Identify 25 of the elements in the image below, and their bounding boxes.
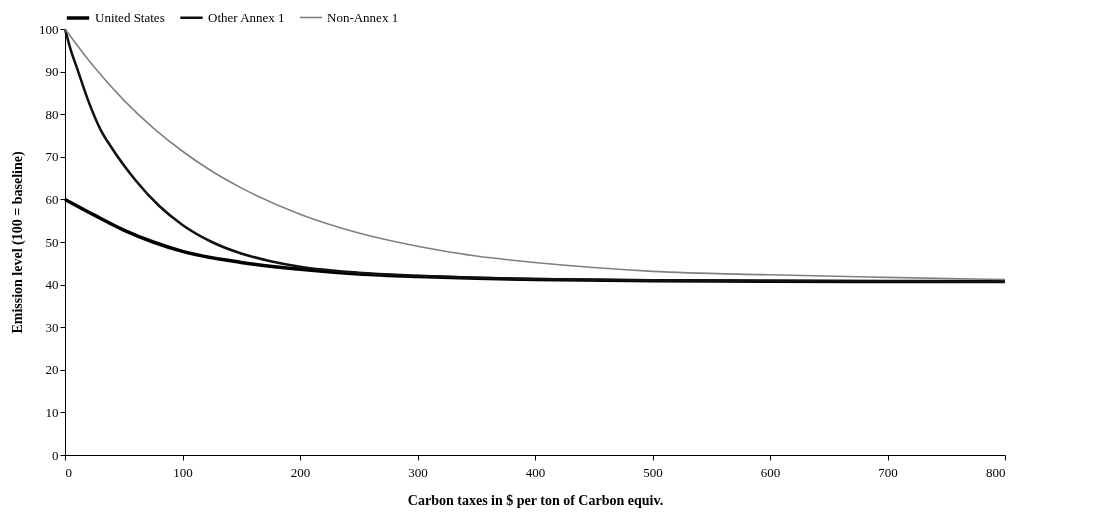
legend-label: United States bbox=[95, 10, 165, 25]
x-tick-label: 700 bbox=[878, 464, 898, 480]
x-tick-label: 100 bbox=[173, 464, 193, 480]
y-tick-label: 50 bbox=[45, 234, 59, 250]
x-tick-label: 400 bbox=[525, 464, 546, 480]
legend-label: Other Annex 1 bbox=[208, 9, 285, 25]
x-tick-label: 600 bbox=[760, 464, 781, 480]
y-axis-title: Emission level (100 = baseline) bbox=[10, 151, 26, 334]
x-axis-title: Carbon taxes in $ per ton of Carbon equiv. bbox=[407, 492, 664, 508]
y-tick-label: 0 bbox=[52, 447, 59, 463]
y-tick-label: 90 bbox=[45, 64, 59, 80]
y-tick-label: 10 bbox=[45, 404, 59, 420]
x-tick-label: 800 bbox=[986, 464, 1006, 480]
legend-label: Non-Annex 1 bbox=[327, 9, 399, 25]
x-tick-label: 200 bbox=[290, 464, 311, 480]
y-tick-label: 100 bbox=[39, 21, 59, 37]
x-tick-label: 300 bbox=[408, 464, 428, 480]
y-tick-label: 60 bbox=[45, 191, 59, 207]
y-tick-label: 30 bbox=[45, 319, 59, 335]
x-tick-label: 500 bbox=[643, 464, 663, 480]
x-tick-label: 0 bbox=[65, 464, 72, 480]
y-tick-label: 70 bbox=[45, 149, 59, 165]
y-tick-label: 80 bbox=[45, 106, 59, 122]
y-tick-label: 40 bbox=[45, 277, 59, 293]
y-tick-label: 20 bbox=[45, 362, 59, 378]
